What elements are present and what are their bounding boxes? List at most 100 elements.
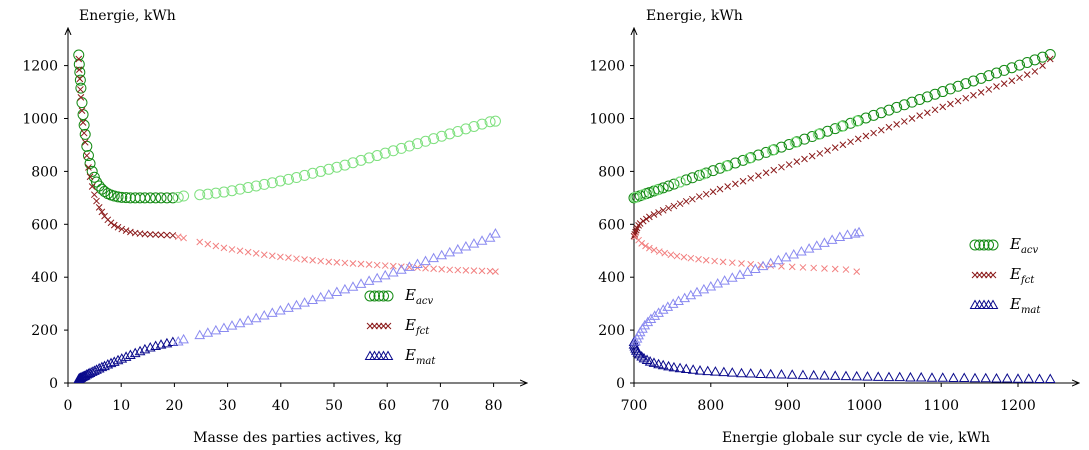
triangle-marker [1012,373,1024,383]
triangle-marker [81,369,93,379]
triangle-marker [679,292,691,303]
circle-marker [73,49,85,61]
circle-marker [835,120,847,132]
cross-marker [228,246,236,253]
cross-marker [778,163,785,171]
cross-marker [285,254,292,261]
left-x-tick-label: 20 [165,398,183,414]
cross-marker [122,227,130,235]
cross-marker [808,152,816,160]
cross-marker [893,120,900,128]
circle-marker [720,160,732,172]
circle-marker [967,75,979,87]
cross-marker [75,66,83,73]
right-y-tick-label: 1000 [589,112,625,128]
circle-marker [139,192,151,204]
cross-marker [747,174,755,182]
triangle-marker [894,371,906,382]
legend-label-mat: Emat [1009,295,1041,316]
legend-item-mat: Emat [364,346,436,367]
legend-item-fct: Efct [366,316,430,337]
triangle-marker [112,354,124,365]
cross-marker [767,262,775,269]
cross-marker [931,106,939,114]
circle-marker [74,74,86,86]
circle-marker [242,182,254,194]
cross-marker [793,158,801,165]
cross-marker [75,55,83,63]
left-y-tick-label: 0 [49,376,58,392]
triangle-marker [702,365,714,376]
triangle-marker [687,364,699,374]
cross-marker [816,150,824,157]
triangle-marker [645,313,657,323]
cross-marker [492,268,499,276]
triangle-marker [786,369,798,379]
triangle-marker [194,329,206,340]
cross-marker [317,257,325,265]
cross-marker [1008,77,1016,85]
triangle-marker [476,235,488,245]
cross-marker [430,265,437,273]
triangle-marker [299,297,310,307]
cross-marker [93,197,100,205]
cross-marker [268,252,276,260]
circle-marker [630,191,642,203]
cross-marker [90,191,98,199]
cross-marker [939,103,947,111]
left-y-tick-label: 200 [31,323,58,339]
cross-marker [954,97,962,105]
cross-marker [877,126,885,134]
cross-marker [985,86,993,93]
circle-marker [983,70,995,82]
triangle-marker [355,278,367,288]
cross-marker [381,262,389,269]
right-x-tick-label: 800 [697,398,724,414]
cross-marker [801,155,808,163]
cross-marker [762,169,770,177]
triangle-marker [905,371,916,382]
triangle-marker [819,237,830,247]
circle-marker [74,66,86,78]
triangle-marker [834,231,846,242]
legend-circle-marker [974,239,985,251]
cross-marker [900,118,908,125]
triangle-marker [811,240,823,250]
legend-label-base: E [404,316,416,334]
circle-marker [266,177,278,189]
triangle-marker [468,238,480,248]
legend-circle-marker [373,290,385,302]
circle-marker [339,159,351,171]
cross-marker [81,138,89,146]
cross-marker [650,211,658,218]
cross-marker [446,266,454,274]
triangle-marker [803,243,815,253]
circle-marker [86,165,98,177]
legend-label-sub: mat [1021,305,1041,316]
triangle-marker [776,369,787,379]
cross-marker [365,261,373,268]
legend-circle-marker [378,290,389,302]
cross-marker [357,260,365,268]
triangle-marker [668,361,680,372]
triangle-marker [829,370,841,380]
legend-circle-marker [987,239,999,251]
circle-marker [944,83,956,95]
legend-circle-marker [369,290,380,302]
triangle-marker [826,234,838,244]
triangle-marker [283,302,294,312]
cross-marker [454,266,462,274]
legend-symbol-acv [364,290,394,302]
left-x-tick-label: 70 [431,398,449,414]
triangle-marker [1044,373,1056,384]
triangle-marker [788,248,800,259]
triangle-marker [387,266,399,277]
triangle-marker [234,317,246,328]
circle-marker [851,115,863,127]
triangle-marker [116,353,128,363]
circle-marker [657,182,669,194]
circle-marker [707,165,719,177]
legend-label-base: E [1009,265,1021,283]
circle-marker [760,146,772,158]
triangle-marker [872,371,884,381]
